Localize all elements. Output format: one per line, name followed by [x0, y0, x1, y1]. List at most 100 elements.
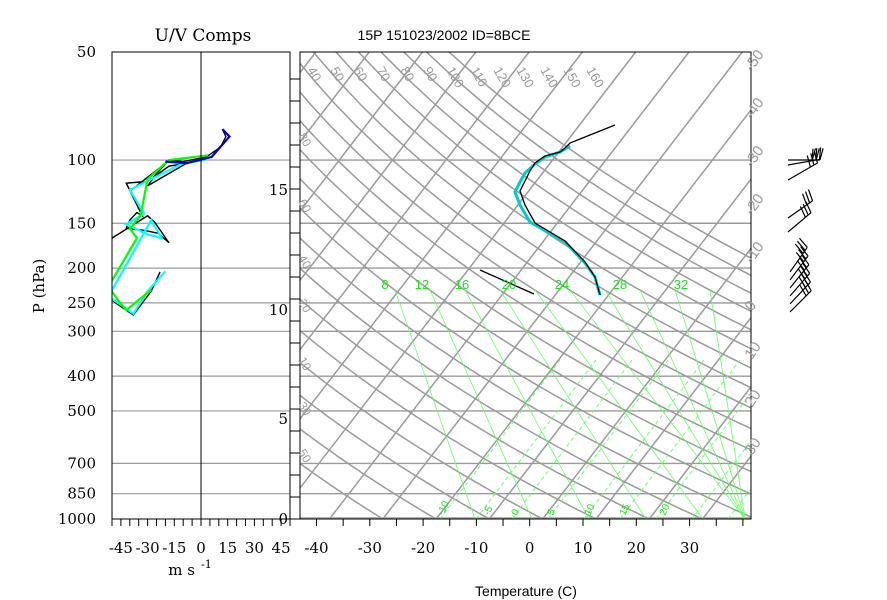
isotherm-right-label: -10: [741, 239, 767, 267]
isotherm-line: [863, 52, 887, 519]
isotherm-left-label: 20: [295, 297, 314, 316]
moist-adiabat-line: [547, 359, 669, 519]
isotherm-left-label: 50: [295, 447, 314, 466]
wind-barb: [787, 201, 812, 233]
uv-panel: U/V Comps 501001502002503004005007008501…: [30, 26, 291, 579]
isotherm-line: [300, 52, 637, 490]
mixing-ratio-line: [534, 289, 704, 519]
wind-barb-flag: [799, 257, 808, 268]
isotherm-line: [756, 52, 887, 519]
temperature-profile: [519, 124, 616, 296]
wind-barbs: [787, 147, 824, 313]
isotherm-top-label: 50: [327, 64, 347, 84]
isotherm-top-label: 80: [397, 64, 417, 84]
height-tick-label: 10: [269, 301, 288, 319]
moist-adiabat-label: 15: [618, 502, 633, 517]
isotherm-line: [300, 52, 477, 282]
isotherm-top-label: 40: [304, 64, 324, 84]
dewpoint-profile: [513, 144, 602, 296]
moist-adiabat-label: 10: [583, 502, 598, 517]
isotherm-line: [300, 52, 530, 351]
wind-barb-flag: [804, 191, 811, 204]
pressure-tick-label: 100: [67, 151, 96, 169]
moist-adiabat-line: [439, 359, 561, 519]
pressure-tick-label: 700: [67, 454, 96, 472]
moist-adiabat-line: [511, 359, 633, 519]
height-tick-label: 15: [269, 181, 288, 199]
dry-adiabat-curve: [300, 119, 751, 430]
mixing-ratio-label: 12: [415, 277, 429, 292]
uv-x-tick-label: 15: [218, 539, 237, 557]
pressure-tick-labels: 50 100 150 200 250 300 400 500 700 850 1000: [58, 43, 96, 528]
isotherm-line: [595, 316, 751, 519]
isotherm-top-label: 140: [537, 64, 561, 90]
wind-barb-flag: [807, 189, 814, 201]
dry-adiabat-curve: [357, 52, 751, 331]
isotherm-line: [0, 52, 103, 519]
moist-adiabat-label: 5: [546, 507, 559, 517]
mixing-ratio-label: 8: [381, 277, 388, 292]
wind-barb-flag: [802, 282, 810, 294]
isotherm-left-label: 60: [295, 197, 314, 216]
temperature-tick-label: 10: [573, 539, 592, 557]
isotherm-left-label: 30: [295, 400, 314, 419]
temperature-tick-label: -30: [358, 539, 382, 557]
wind-barb-flag: [819, 148, 824, 161]
uv-x-tick-label: -30: [136, 539, 160, 557]
height-tick-labels: 0 5 10 15: [269, 78, 300, 528]
wind-barb-staff: [787, 162, 818, 181]
uv-wind-series: [112, 158, 205, 316]
mixing-ratio-line: [499, 289, 647, 519]
moist-adiabat-line: [727, 487, 751, 519]
wind-barb-flag: [796, 260, 805, 271]
pressure-tick-label: 850: [67, 485, 96, 503]
uv-x-tick-label: -45: [109, 539, 133, 557]
uv-wind-series: [165, 128, 231, 165]
moist-adiabat-line: [475, 359, 597, 519]
skewed-isotherm-lines: [0, 52, 887, 519]
wind-barb-flag: [811, 148, 817, 161]
isotherm-line: [382, 52, 743, 519]
pressure-tick-label: 150: [67, 214, 96, 232]
mixing-ratio-lines: [394, 289, 746, 519]
wind-barb-flag: [800, 246, 809, 257]
pressure-tick-label: 1000: [58, 510, 96, 528]
height-tick-label: 0: [278, 510, 288, 528]
pressure-tick-label: 300: [67, 322, 96, 340]
uv-profiles: [112, 128, 231, 316]
mixing-ratio-label: 28: [613, 277, 627, 292]
parcel-path: [479, 269, 535, 295]
temperature-tick-label: 0: [525, 539, 535, 557]
pressure-tick-label: 250: [67, 294, 96, 312]
dry-adiabat-curve: [300, 298, 652, 519]
wind-barb-flag: [805, 201, 812, 213]
moist-adiabat-lines: [439, 359, 751, 519]
wind-barb-staff: [789, 281, 811, 305]
uv-x-tick-label: 45: [272, 539, 291, 557]
isotherm-right-label: -30: [741, 143, 767, 171]
isotherm-line: [809, 52, 887, 519]
wind-barb-flag: [799, 206, 807, 218]
wind-barb-staff: [787, 158, 820, 166]
wind-barb-flag: [803, 271, 811, 283]
skewt-background: [0, 52, 887, 519]
mixing-ratio-line: [639, 289, 746, 519]
wind-barb-staff: [789, 272, 811, 297]
wind-barb: [788, 148, 824, 161]
uv-x-ticks: -45 -30 -15 0 15 30 45: [109, 519, 291, 557]
moist-adiabat-line: [583, 359, 705, 519]
isotherm-line: [300, 52, 583, 421]
mixing-ratio-line: [604, 289, 746, 519]
isotherm-line: [702, 454, 751, 519]
mixing-ratio-label: 32: [674, 277, 688, 292]
uv-x-tick-label: -15: [162, 539, 186, 557]
temperature-tick-label: -40: [304, 539, 328, 557]
mixing-ratio-labels: 8 12 16 20 24 28 32: [381, 277, 688, 292]
wind-barb: [787, 151, 819, 181]
wind-barb-flag: [795, 251, 805, 263]
isotherm-line: [542, 247, 751, 519]
dry-adiabat-curve: [300, 428, 438, 519]
dry-adiabat-curve: [300, 177, 751, 473]
isotherm-left-label: 10: [295, 355, 314, 374]
